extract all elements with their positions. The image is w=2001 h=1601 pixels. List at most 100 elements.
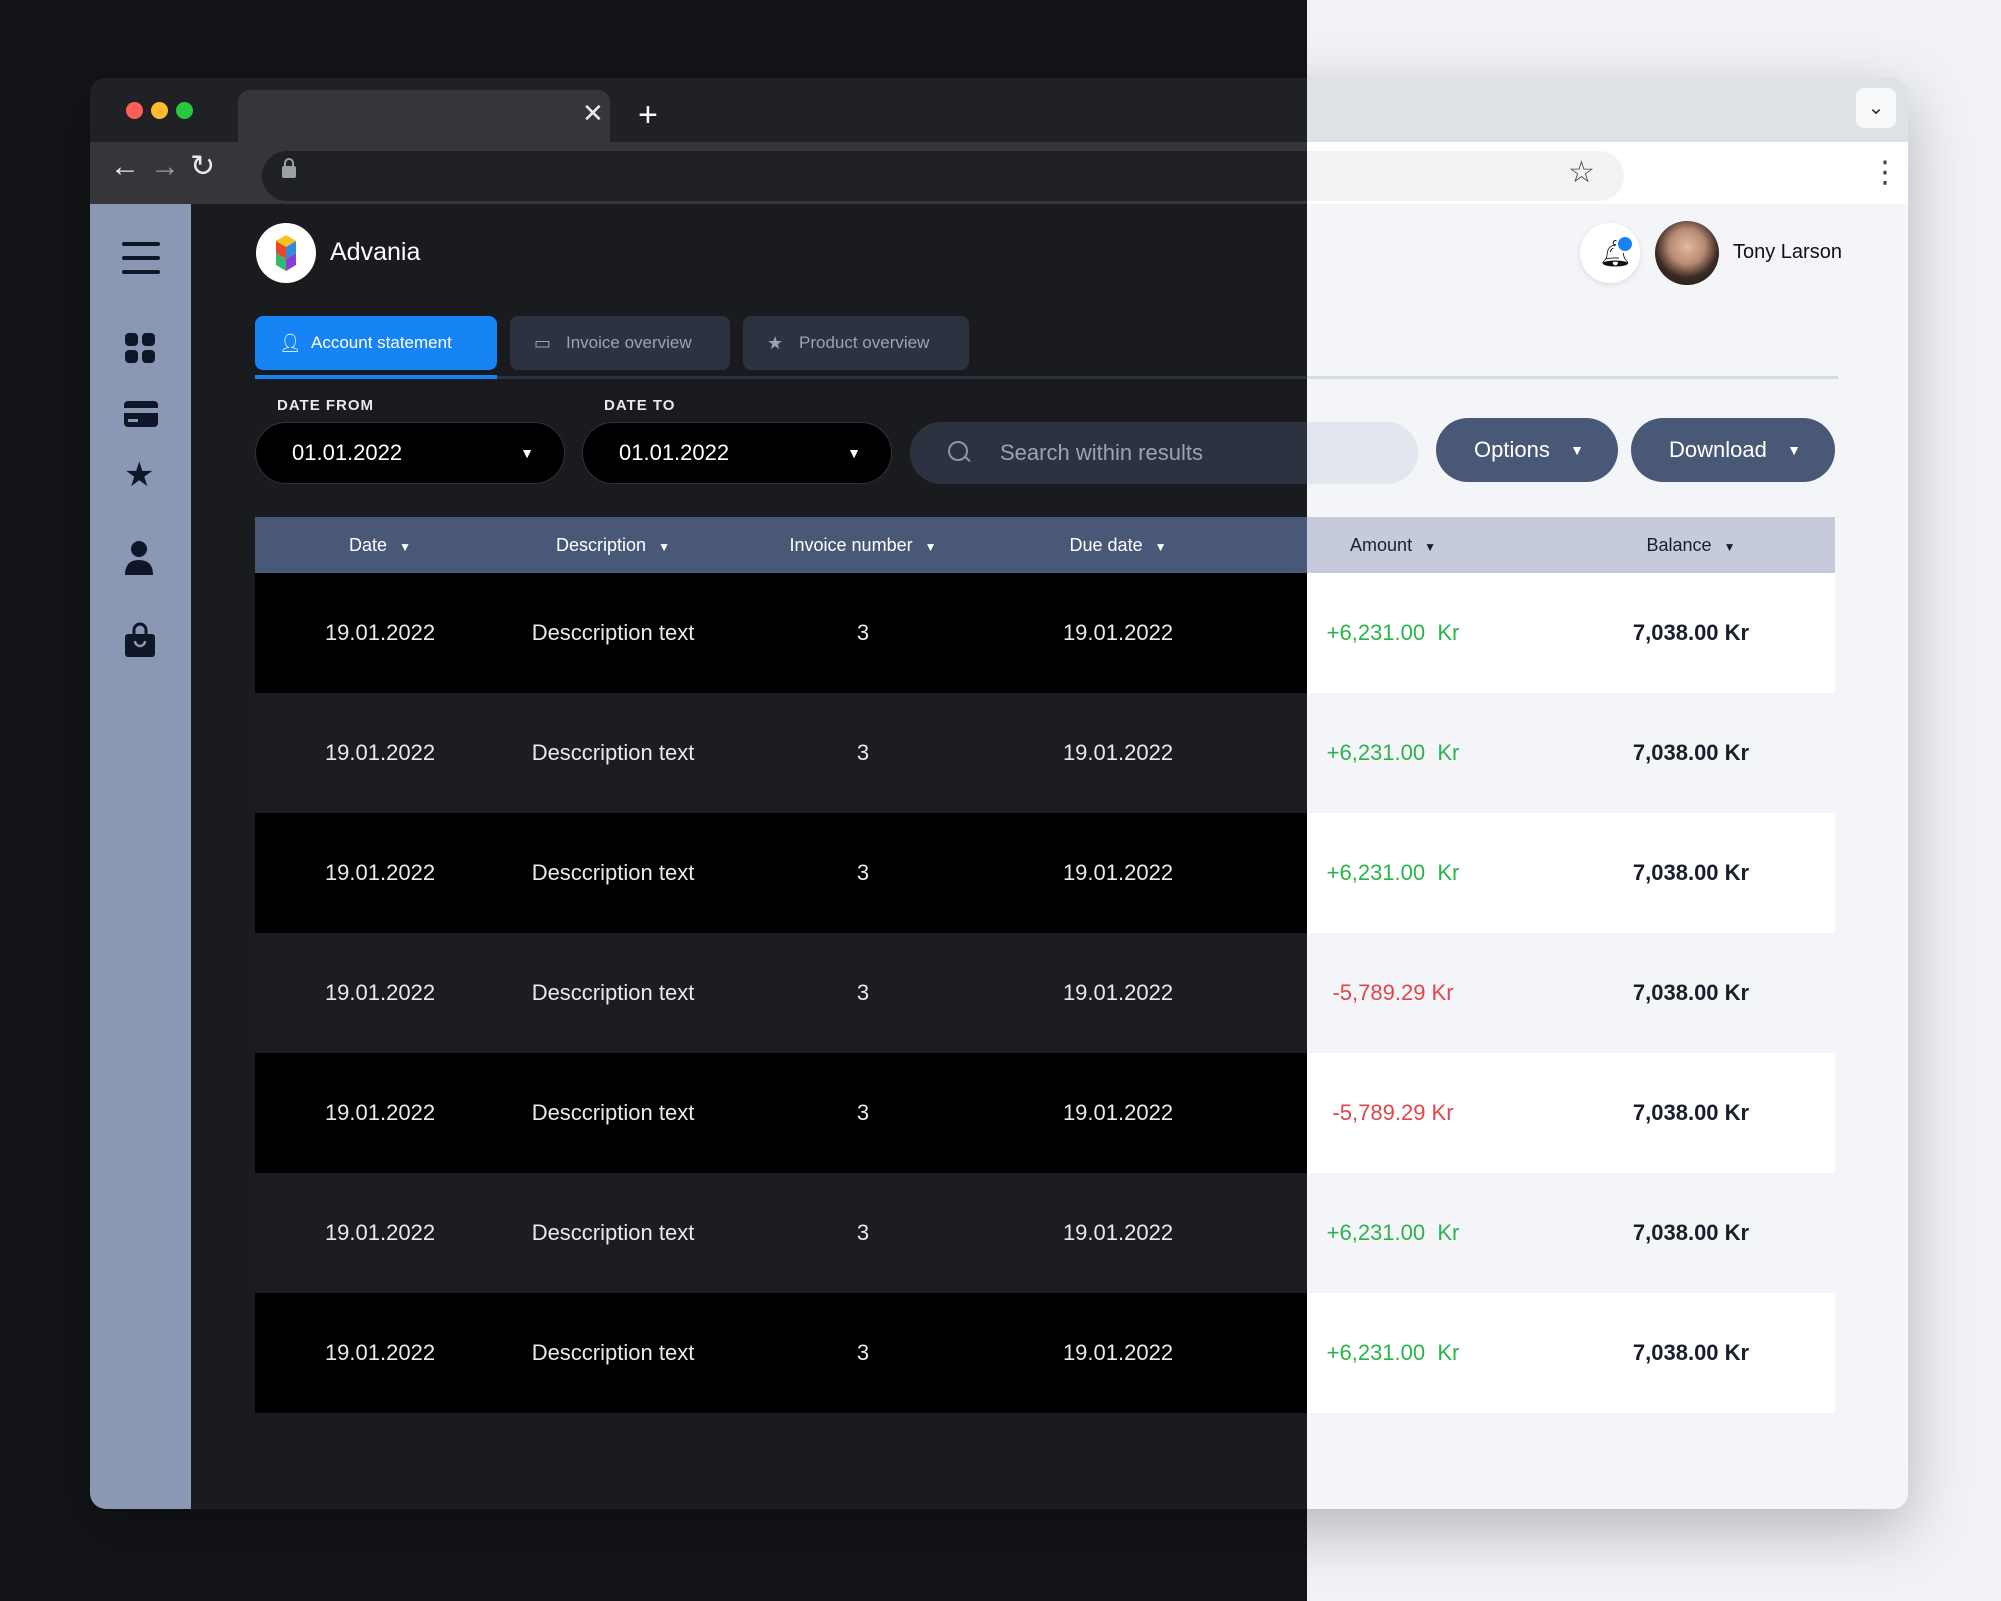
- invoice-number-cell: 3: [856, 740, 870, 765]
- tab-label: Account statement: [311, 333, 452, 352]
- maximize-window-button[interactable]: [176, 102, 193, 119]
- amount-cell: -5,789.29 Kr: [1332, 1100, 1454, 1125]
- reload-icon[interactable]: ↻: [190, 150, 216, 183]
- light-theme-half: ✕ + ⌄ ← → ↻ ☆ ⋮ ★: [1307, 78, 1908, 1509]
- column-header-balance[interactable]: Balance ▼: [1646, 535, 1736, 555]
- tab-product-overview[interactable]: ★ Product overview: [743, 316, 969, 370]
- balance-cell: 7,038.00 Kr: [1632, 860, 1750, 885]
- address-bar[interactable]: [262, 151, 1307, 201]
- description-cell: Desccription text: [531, 1220, 695, 1245]
- forward-arrow-icon[interactable]: →: [150, 150, 180, 183]
- tab-divider: [255, 376, 1307, 379]
- bookmark-star-icon[interactable]: ☆: [1568, 156, 1595, 189]
- description-cell: Desccription text: [531, 1340, 695, 1365]
- app-content: ★ Advania 🔔︎ Tony Larson 👤︎: [90, 204, 1307, 1509]
- due-date-cell: 19.01.2022: [1062, 980, 1174, 1005]
- sort-caret-icon: ▼: [399, 540, 411, 554]
- search-input[interactable]: [1307, 422, 1418, 484]
- invoice-number-cell: 3: [856, 1340, 870, 1365]
- tab-search-chevron-icon[interactable]: ⌄: [1856, 88, 1896, 128]
- due-date-cell: 19.01.2022: [1062, 1340, 1174, 1365]
- user-icon[interactable]: [124, 540, 154, 582]
- invoice-number-cell: 3: [856, 1220, 870, 1245]
- column-header-date[interactable]: Date ▼: [349, 535, 411, 555]
- notifications-button[interactable]: 🔔︎: [1580, 223, 1640, 283]
- brand-name: Advania: [330, 238, 421, 266]
- search-icon: [948, 441, 968, 461]
- balance-cell: 7,038.00 Kr: [1632, 620, 1750, 645]
- table-header: Date▼ Description▼ Invoice number▼ Due d…: [1307, 517, 1835, 573]
- date-from-select[interactable]: 01.01.2022 ▼: [255, 422, 565, 484]
- download-button[interactable]: Download ▼: [1631, 418, 1835, 482]
- balance-cell: 7,038.00 Kr: [1632, 740, 1750, 765]
- minimize-window-button[interactable]: [151, 102, 168, 119]
- date-to-select[interactable]: 01.01.2022 ▼: [582, 422, 892, 484]
- tab-label: Product overview: [799, 333, 930, 352]
- download-label: Download: [1669, 437, 1767, 462]
- close-window-button[interactable]: [126, 102, 143, 119]
- amount-cell: +6,231.00 Kr: [1326, 860, 1460, 885]
- back-arrow-icon[interactable]: ←: [110, 150, 140, 183]
- caret-down-icon: ▼: [1570, 442, 1584, 458]
- options-button[interactable]: Options ▼: [1436, 418, 1618, 482]
- star-icon[interactable]: ★: [124, 456, 155, 494]
- due-date-cell: 19.01.2022: [1062, 620, 1174, 645]
- search-input[interactable]: [910, 422, 1307, 484]
- search-placeholder[interactable]: Search within results: [1000, 440, 1203, 465]
- column-header-description[interactable]: Description ▼: [556, 535, 670, 555]
- address-bar[interactable]: [1307, 151, 1624, 201]
- tab-invoice-overview[interactable]: ▭ Invoice overview: [510, 316, 730, 370]
- avatar[interactable]: [1655, 221, 1719, 285]
- browser-tab[interactable]: [238, 90, 610, 144]
- lock-icon: [282, 158, 296, 178]
- balance-cell: 7,038.00 Kr: [1632, 1100, 1750, 1125]
- card-icon[interactable]: [124, 400, 158, 434]
- date-cell: 19.01.2022: [324, 1340, 436, 1365]
- column-header-due-date[interactable]: Due date ▼: [1069, 535, 1167, 555]
- due-date-cell: 19.01.2022: [1062, 1220, 1174, 1245]
- due-date-cell: 19.01.2022: [1062, 860, 1174, 885]
- tab-divider: [1307, 376, 1838, 379]
- invoice-number-cell: 3: [856, 980, 870, 1005]
- dashboard-icon[interactable]: [124, 332, 156, 370]
- description-cell: Desccription text: [531, 860, 695, 885]
- column-header-invoice-number[interactable]: Invoice number ▼: [789, 535, 937, 555]
- description-cell: Desccription text: [531, 980, 695, 1005]
- browser-titlebar: ✕ + ⌄: [1307, 78, 1908, 142]
- date-cell: 19.01.2022: [324, 620, 436, 645]
- new-tab-icon[interactable]: +: [638, 96, 658, 134]
- menu-icon[interactable]: [122, 242, 160, 284]
- amount-cell: +6,231.00 Kr: [1326, 620, 1460, 645]
- date-cell: 19.01.2022: [324, 980, 436, 1005]
- date-cell: 19.01.2022: [324, 1100, 436, 1125]
- options-label: Options: [1474, 437, 1550, 462]
- dark-theme-half: ✕ + ⌄ ← → ↻ ☆ ⋮ ★: [90, 78, 1307, 1509]
- tab-label: Invoice overview: [566, 333, 692, 352]
- browser-window: ✕ + ⌄ ← → ↻ ☆ ⋮ ★: [90, 78, 1908, 1509]
- column-header-amount[interactable]: Amount ▼: [1350, 535, 1436, 555]
- bag-icon[interactable]: [124, 622, 156, 664]
- tab-account-statement[interactable]: 👤︎ Account statement: [255, 316, 497, 370]
- user-name[interactable]: Tony Larson: [1733, 241, 1842, 263]
- browser-menu-icon[interactable]: ⋮: [1870, 156, 1900, 189]
- amount-cell: +6,231.00 Kr: [1326, 1220, 1460, 1245]
- caret-down-icon: ▼: [520, 445, 534, 461]
- sort-caret-icon: ▼: [924, 540, 937, 554]
- date-to-label: DATE TO: [604, 397, 676, 414]
- close-tab-icon[interactable]: ✕: [582, 98, 604, 128]
- browser-titlebar: ✕ + ⌄: [90, 78, 1307, 144]
